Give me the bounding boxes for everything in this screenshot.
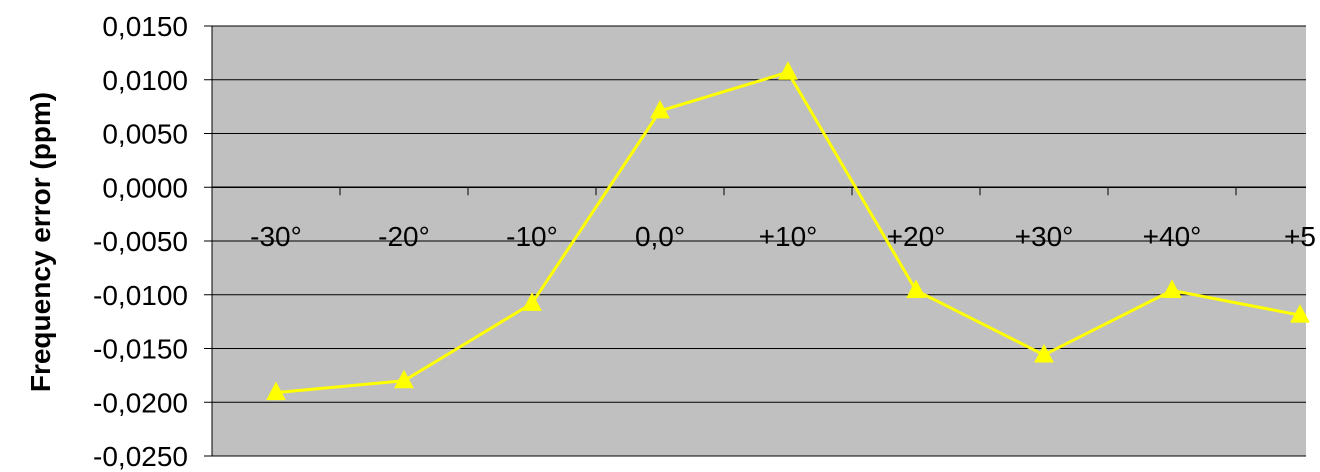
- x-axis: [211, 186, 1306, 196]
- y-tick-label: -0,0050: [93, 226, 188, 257]
- y-tick-labels: 0,0150 0,0100 0,0050 0,0000 -0,0050 -0,0100 -0…: [93, 11, 188, 472]
- data-point-marker: [906, 279, 926, 298]
- y-tick-label: -0,0100: [93, 280, 188, 311]
- x-tick-label: +40°: [1143, 221, 1202, 252]
- data-point-marker: [522, 292, 542, 311]
- series-layer: [266, 61, 1310, 401]
- x-tick-label: -30°: [250, 221, 302, 252]
- y-tick-label: -0,0150: [93, 334, 188, 365]
- data-point-marker: [1290, 304, 1310, 323]
- x-tick-labels: -30° -20° -10° 0,0° +10° +20° +30° +40° +5: [250, 221, 1316, 252]
- x-tick-label: 0,0°: [635, 221, 685, 252]
- y-tick-label: 0,0100: [102, 65, 188, 96]
- x-tick-label: +10°: [759, 221, 818, 252]
- y-tick-label: 0,0050: [102, 119, 188, 150]
- x-tick-label: -10°: [506, 221, 558, 252]
- y-tick-label: -0,0200: [93, 387, 188, 418]
- y-axis-title: Frequency error (ppm): [25, 92, 56, 392]
- x-tick-label: -20°: [378, 221, 430, 252]
- x-tick-label: +20°: [887, 221, 946, 252]
- x-tick-label: +5: [1284, 221, 1316, 252]
- data-point-marker: [394, 369, 414, 389]
- data-point-marker: [266, 381, 286, 401]
- data-point-marker: [778, 61, 798, 80]
- y-tick-label: 0,0000: [102, 172, 188, 203]
- y-tick-label: -0,0250: [93, 441, 188, 472]
- data-point-marker: [1034, 343, 1054, 363]
- data-point-marker: [1162, 279, 1182, 298]
- y-axis-title-group: Frequency error (ppm): [25, 92, 56, 392]
- data-point-marker: [650, 99, 670, 119]
- x-tick-label: +30°: [1015, 221, 1074, 252]
- y-tick-label: 0,0150: [102, 11, 188, 42]
